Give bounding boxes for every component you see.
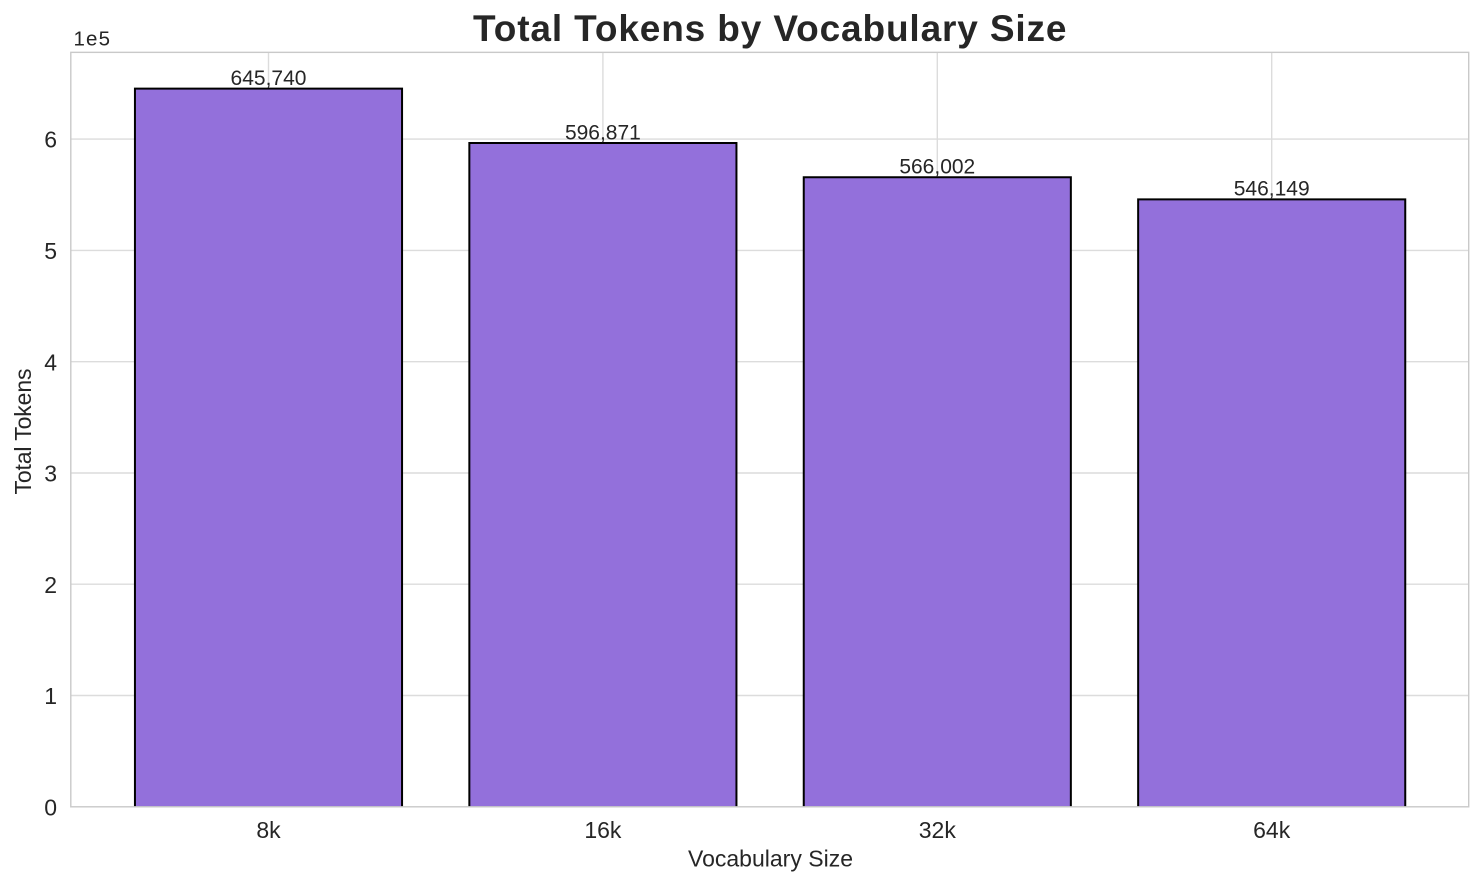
svg-text:5: 5 bbox=[44, 238, 57, 264]
svg-text:4: 4 bbox=[44, 349, 57, 375]
svg-text:0: 0 bbox=[44, 794, 57, 820]
svg-text:6: 6 bbox=[44, 127, 57, 153]
svg-text:Total Tokens by Vocabulary Siz: Total Tokens by Vocabulary Size bbox=[473, 8, 1067, 49]
svg-text:Vocabulary Size: Vocabulary Size bbox=[688, 846, 853, 872]
svg-text:8k: 8k bbox=[256, 817, 281, 843]
svg-text:1e5: 1e5 bbox=[74, 28, 111, 51]
svg-text:32k: 32k bbox=[919, 817, 957, 843]
svg-text:1: 1 bbox=[44, 683, 57, 709]
svg-text:645,740: 645,740 bbox=[231, 67, 307, 90]
svg-text:2: 2 bbox=[44, 572, 57, 598]
svg-text:3: 3 bbox=[44, 461, 57, 487]
svg-text:566,002: 566,002 bbox=[899, 156, 975, 179]
svg-text:596,871: 596,871 bbox=[565, 121, 641, 144]
svg-text:546,149: 546,149 bbox=[1234, 178, 1310, 201]
svg-text:Total Tokens: Total Tokens bbox=[10, 369, 36, 495]
svg-text:16k: 16k bbox=[584, 817, 622, 843]
svg-text:64k: 64k bbox=[1253, 817, 1291, 843]
